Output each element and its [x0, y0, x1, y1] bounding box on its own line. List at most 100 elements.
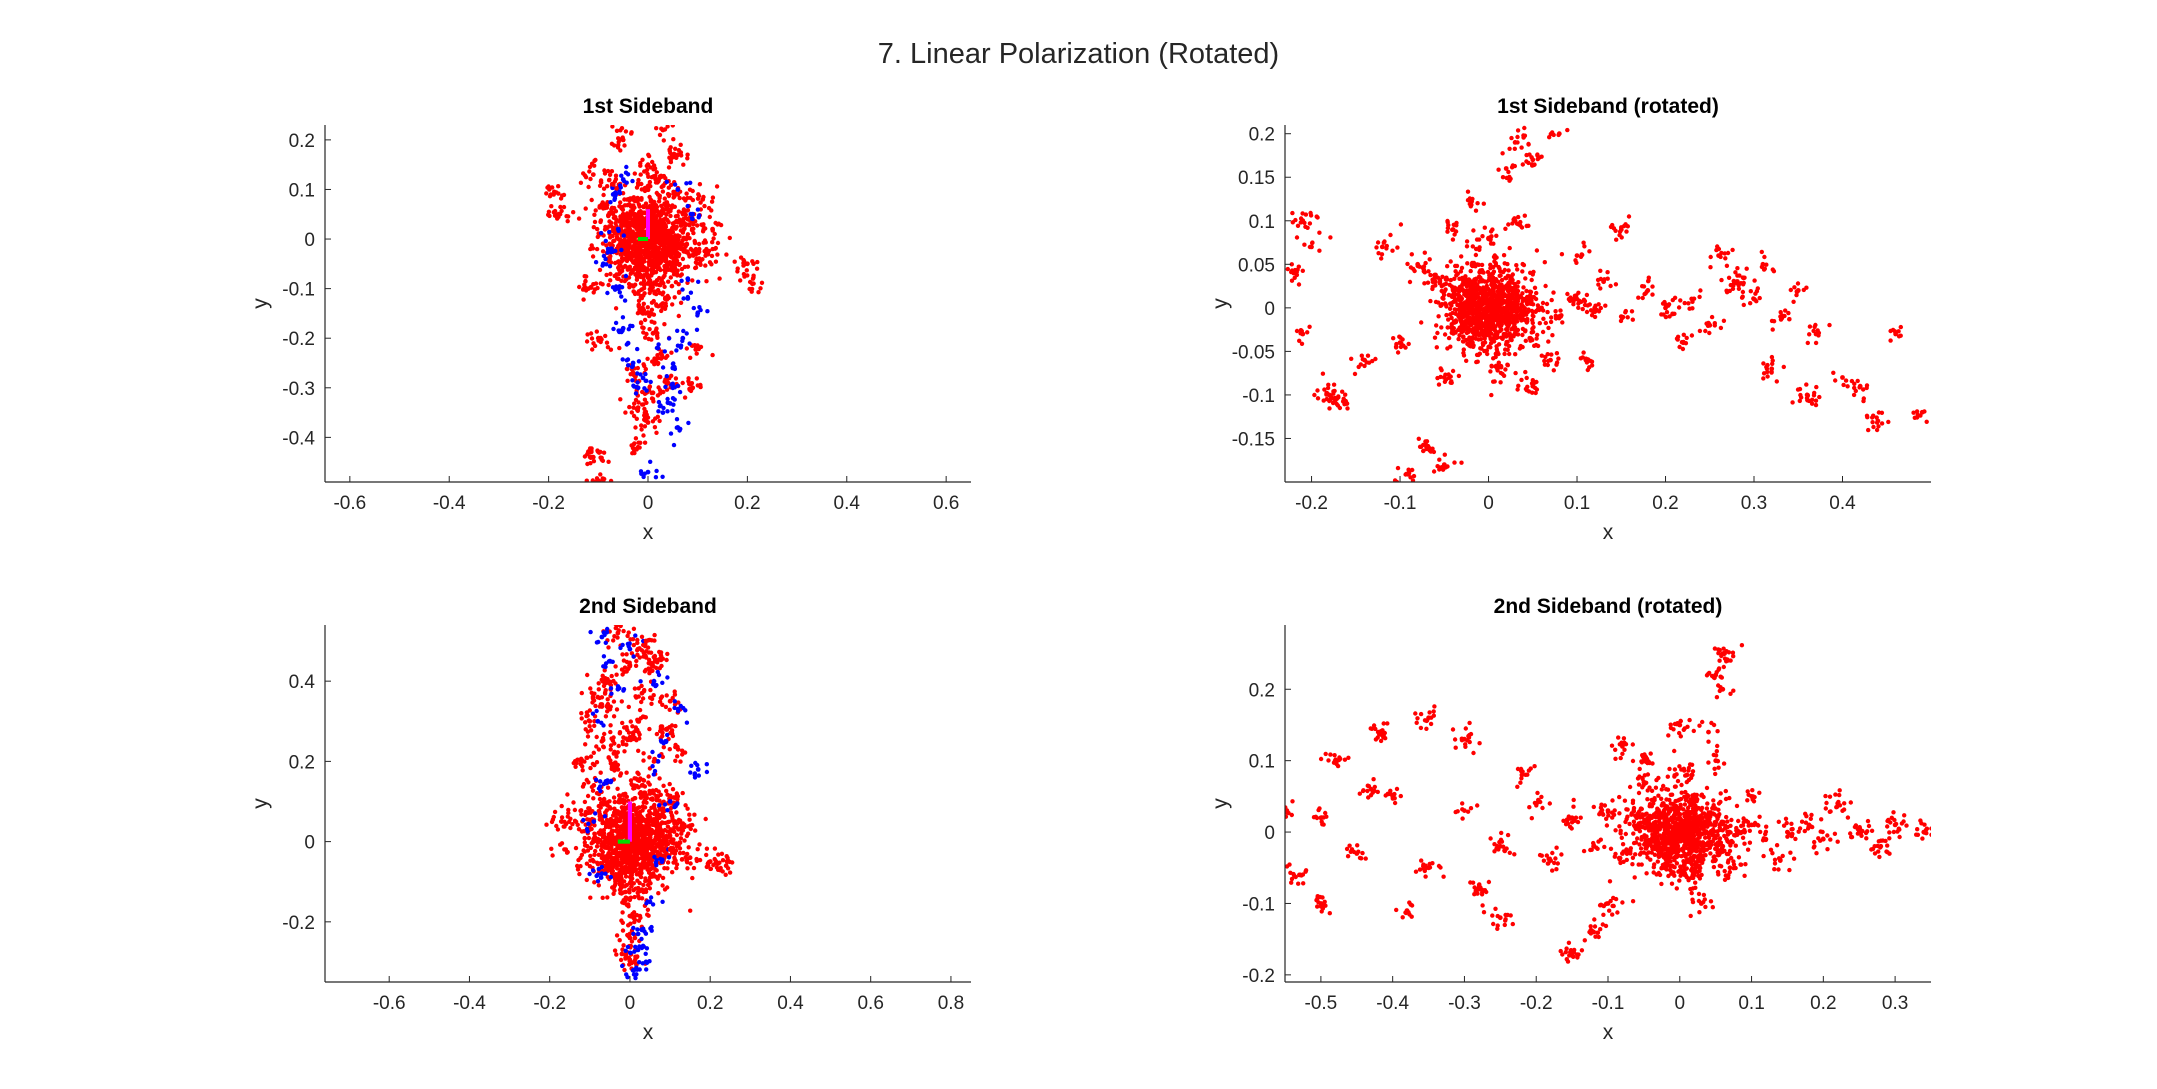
cloud-point [585, 673, 589, 677]
data-point [1734, 279, 1739, 284]
cloud-point [643, 424, 647, 428]
cloud-point [609, 747, 613, 751]
cloud-point [693, 240, 697, 244]
cloud-point [1390, 249, 1394, 253]
cloud-point [1586, 368, 1590, 372]
cloud-point [670, 870, 674, 874]
cloud-point [640, 402, 644, 406]
cloud-point [1286, 267, 1290, 271]
cloud-point [750, 287, 754, 291]
data-point [656, 177, 661, 182]
cloud-point [1844, 378, 1848, 382]
cloud-point [1506, 268, 1510, 272]
cloud-point [666, 280, 670, 284]
cloud-point [592, 459, 596, 463]
data-point [621, 138, 626, 143]
cloud-point [1787, 317, 1791, 321]
cloud-point [693, 828, 697, 832]
cloud-point [1560, 252, 1564, 256]
cloud-point [1465, 239, 1469, 243]
cloud-point [1593, 315, 1597, 319]
cloud-point [591, 246, 595, 250]
cloud-point [719, 223, 723, 227]
cloud-point [629, 778, 633, 782]
data-point [1300, 332, 1305, 337]
cloud-point [1466, 190, 1470, 194]
cloud-point [667, 156, 671, 160]
cloud-point [1429, 449, 1433, 453]
cloud-point [614, 673, 618, 677]
cloud-point [1432, 469, 1436, 473]
cloud-point [622, 238, 626, 242]
cloud-point [1500, 372, 1504, 376]
cloud-point-blue [612, 198, 616, 202]
cloud-point [613, 664, 617, 668]
cloud-point [1399, 222, 1403, 226]
data-point [1539, 306, 1544, 311]
cloud-point [1502, 253, 1506, 257]
cloud-point [1315, 214, 1319, 218]
cloud-point [620, 126, 624, 130]
data-point [1814, 332, 1819, 337]
cloud-point [1437, 382, 1441, 386]
cloud-point [1707, 331, 1711, 335]
cloud-point [1489, 273, 1493, 277]
y-tick-label: 0.1 [289, 180, 315, 201]
cloud-point [1509, 299, 1513, 303]
cloud-point [1445, 277, 1449, 281]
cloud-point [685, 834, 689, 838]
cloud-point [755, 260, 759, 264]
cloud-point [1471, 228, 1475, 232]
cloud-point [1491, 380, 1495, 384]
cloud-point [1521, 162, 1525, 166]
cloud-point [1495, 297, 1499, 301]
cloud-point [735, 269, 739, 273]
cloud-point [667, 193, 671, 197]
cloud-point [1605, 270, 1609, 274]
cloud-point [1506, 281, 1510, 285]
cloud-point-blue [665, 180, 669, 184]
cloud-point [606, 460, 610, 464]
cloud-point [756, 290, 760, 294]
cloud-point [1379, 256, 1383, 260]
data-point [700, 197, 705, 202]
cloud-point-blue [665, 409, 669, 413]
cloud-point [1385, 244, 1389, 248]
cloud-point-blue [663, 385, 667, 389]
cloud-point [1574, 261, 1578, 265]
cloud-point [662, 222, 666, 226]
cloud-point [618, 397, 622, 401]
cloud-point [625, 220, 629, 224]
cloud-point [1523, 276, 1527, 280]
cloud-point [617, 219, 621, 223]
cloud-point [1452, 326, 1456, 330]
cloud-point [638, 209, 642, 213]
cloud-point [1789, 288, 1793, 292]
cloud-point [690, 278, 694, 282]
cloud-point [1382, 241, 1386, 245]
cloud-point [1423, 439, 1427, 443]
cloud-point [1308, 221, 1312, 225]
cloud-point [1804, 286, 1808, 290]
cloud-point [629, 232, 633, 236]
cloud-point [1309, 213, 1313, 217]
cloud-point [1497, 285, 1501, 289]
cloud-point [1417, 437, 1421, 441]
cloud-point [1485, 320, 1489, 324]
cloud-point [1443, 380, 1447, 384]
cloud-point [633, 425, 637, 429]
cloud-point [1546, 339, 1550, 343]
cloud-point [679, 143, 683, 147]
cloud-point [1729, 283, 1733, 287]
cloud-point [583, 742, 587, 746]
cloud-point [606, 169, 610, 173]
cloud-point [654, 431, 658, 435]
cloud-point [1475, 314, 1479, 318]
cloud-point [1514, 294, 1518, 298]
data-point [641, 311, 646, 316]
cloud-point [618, 200, 622, 204]
cloud-point [1461, 351, 1465, 355]
cloud-point [679, 832, 683, 836]
cloud-point [1761, 361, 1765, 365]
y-tick-label: -0.05 [1232, 342, 1275, 363]
